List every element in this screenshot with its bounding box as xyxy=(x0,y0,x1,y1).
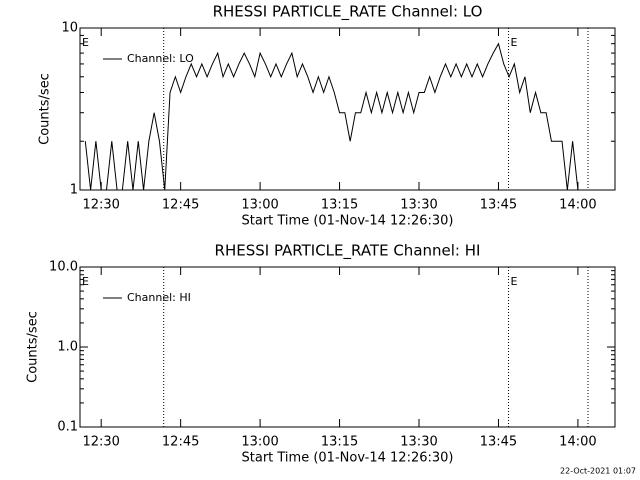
y-tick-label: 10.0 xyxy=(49,260,78,275)
x-tick-label: 12:45 xyxy=(162,198,199,213)
x-axis-label: Start Time (01-Nov-14 12:26:30) xyxy=(242,214,454,229)
x-tick-label: 13:45 xyxy=(480,198,517,213)
y-tick-label: 10 xyxy=(61,21,78,36)
x-tick-label: 14:00 xyxy=(559,198,596,213)
y-tick-label: 1 xyxy=(70,183,78,198)
event-label: E xyxy=(82,36,89,49)
x-axis-label: Start Time (01-Nov-14 12:26:30) xyxy=(242,451,454,466)
x-tick-label: 13:15 xyxy=(321,435,358,450)
y-axis-label: Counts/sec xyxy=(26,311,41,383)
legend-label: Channel: HI xyxy=(127,291,191,304)
x-tick-label: 13:00 xyxy=(241,435,278,450)
data-line xyxy=(84,42,584,191)
y-tick-label: 1.0 xyxy=(57,340,78,355)
x-tick-label: 13:30 xyxy=(400,435,437,450)
y-tick-label: 0.1 xyxy=(57,420,78,435)
x-tick-label: 12:45 xyxy=(162,435,199,450)
x-tick-label: 14:00 xyxy=(559,435,596,450)
x-tick-label: 13:15 xyxy=(321,198,358,213)
y-axis-label: Counts/sec xyxy=(38,73,53,145)
chart-title: RHESSI PARTICLE_RATE Channel: LO xyxy=(213,3,483,22)
event-label: E xyxy=(82,275,89,288)
chart-title: RHESSI PARTICLE_RATE Channel: HI xyxy=(215,242,481,261)
footer-timestamp: 22-Oct-2021 01:07 xyxy=(560,467,636,476)
x-tick-label: 12:30 xyxy=(82,198,119,213)
plot-frame xyxy=(79,27,616,191)
event-label: E xyxy=(511,36,518,49)
x-tick-label: 13:30 xyxy=(400,198,437,213)
x-tick-label: 13:00 xyxy=(241,198,278,213)
x-tick-label: 12:30 xyxy=(82,435,119,450)
legend-label: Channel: LO xyxy=(127,52,194,65)
x-tick-label: 13:45 xyxy=(480,435,517,450)
event-label: E xyxy=(511,275,518,288)
